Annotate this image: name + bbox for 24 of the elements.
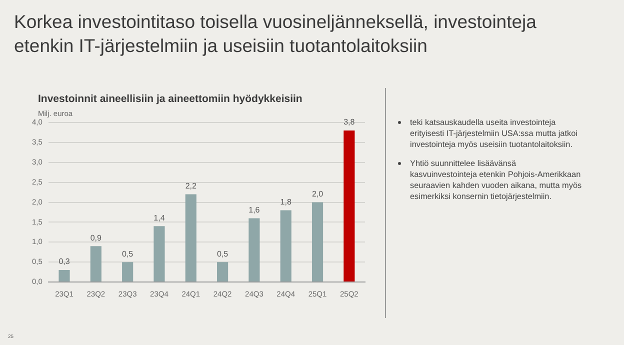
data-label: 3,8 — [344, 118, 356, 127]
data-label: 0,9 — [90, 233, 102, 242]
chart-title: Korkea investointitaso toisella vuosineljänneksellä, investointeja etenkin IT-järjestelmiin ja useisiin tuotantolaitoksiin — [14, 10, 538, 58]
data-label: 2,2 — [185, 181, 197, 190]
bar — [58, 270, 70, 282]
text: teki katsauskaudella useita investointeja erityisesti IT-järjestelmiin USA:ssa mutta jatkoi investointeja myös useisiin tuotantolaitoksiin. — [410, 117, 578, 150]
bar — [154, 226, 165, 282]
data-label: 2,0 — [312, 189, 324, 198]
chart-subtitle: Investoinnit aineellisiin ja aineettomiin hyödykkeisiin — [38, 93, 302, 105]
text: Yhtiö suunnittelee lisäävänsä kasvuinvestointeja etenkin Pohjois-Amerikkaan seuraavien kahden vuoden aikana, mutta myös esimerkiksi konsernin tietojärjestelmiin. — [410, 158, 583, 202]
data-label: 0,3 — [58, 257, 70, 266]
data-label: 1,6 — [248, 205, 260, 214]
bar — [122, 262, 134, 282]
bar — [344, 130, 355, 282]
bar — [90, 246, 102, 282]
bar — [185, 194, 196, 282]
data-label: 0,5 — [122, 249, 134, 258]
bar — [280, 210, 292, 282]
data-label: 0,5 — [216, 249, 229, 258]
data-label: 1,4 — [154, 213, 166, 222]
bar — [217, 262, 228, 282]
bar — [312, 202, 324, 282]
bar — [248, 218, 260, 282]
data-label: 1,8 — [280, 197, 292, 206]
